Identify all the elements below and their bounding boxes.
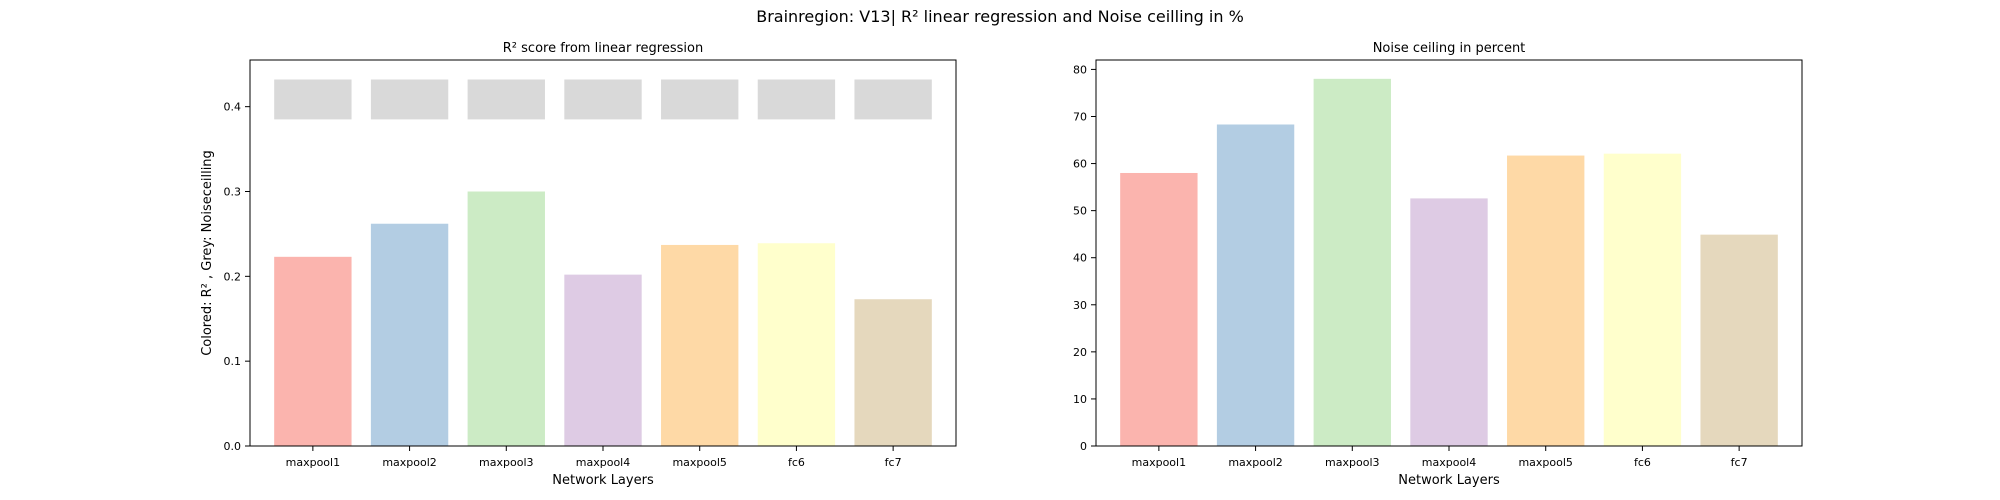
chart-right-xtick-label: maxpool4 bbox=[1422, 456, 1476, 469]
chart-right-xtick-label: fc6 bbox=[1634, 456, 1651, 469]
chart-right-title: Noise ceiling in percent bbox=[1373, 41, 1526, 56]
chart-left-ytick-label: 0.4 bbox=[224, 101, 242, 114]
chart-left-bar-fc6 bbox=[757, 243, 836, 446]
chart-left-xtick-label: maxpool1 bbox=[286, 456, 340, 469]
chart-right-xtick-label: maxpool3 bbox=[1325, 456, 1379, 469]
chart-right-ytick-label: 30 bbox=[1073, 299, 1087, 312]
chart-left-ytick-label: 0.0 bbox=[224, 440, 242, 453]
chart-left-y-axis: 0.0 0.1 0.2 0.3 0.4 bbox=[224, 101, 250, 453]
chart-right-y-axis: 0 10 20 30 40 50 60 70 80 bbox=[1073, 63, 1096, 453]
figure-title: Brainregion: V13| R² linear regression a… bbox=[756, 7, 1244, 26]
chart-right-xlabel: Network Layers bbox=[1398, 473, 1500, 488]
chart-left-noiseceiling-bar-maxpool2 bbox=[370, 79, 449, 120]
chart-left-xtick-label: maxpool3 bbox=[479, 456, 533, 469]
chart-left-bar-maxpool5 bbox=[661, 244, 739, 446]
chart-left-noiseceiling-bar-maxpool3 bbox=[467, 79, 545, 120]
chart-right-bar-fc7 bbox=[1700, 234, 1778, 446]
chart-left-bar-maxpool4 bbox=[564, 274, 642, 446]
chart-left-xtick-label: maxpool2 bbox=[382, 456, 436, 469]
chart-left-xtick-label: maxpool5 bbox=[672, 456, 726, 469]
chart-right: Noise ceiling in percent 0 10 20 30 40 50 60 70… bbox=[1073, 41, 1803, 488]
chart-left-bar-maxpool1 bbox=[274, 256, 352, 446]
chart-right-ytick-label: 0 bbox=[1080, 440, 1087, 453]
chart-left-ytick-label: 0.3 bbox=[224, 185, 242, 198]
chart-left: R² score from linear regression 0.00.10.… bbox=[200, 41, 957, 488]
chart-left-xlabel: Network Layers bbox=[552, 473, 654, 488]
chart-right-xtick-label: maxpool1 bbox=[1132, 456, 1186, 469]
chart-left-xtick-label: fc6 bbox=[788, 456, 805, 469]
chart-right-ytick-label: 20 bbox=[1073, 346, 1087, 359]
chart-right-ytick-label: 40 bbox=[1073, 252, 1087, 265]
chart-left-title: R² score from linear regression bbox=[503, 41, 703, 56]
chart-right-bar-maxpool5 bbox=[1507, 155, 1585, 446]
chart-right-ytick-label: 10 bbox=[1073, 393, 1087, 406]
chart-right-bar-maxpool2 bbox=[1216, 124, 1295, 447]
chart-left-noiseceiling-bar-maxpool1 bbox=[274, 79, 352, 120]
chart-right-frame bbox=[1095, 59, 1803, 447]
chart-left-x-axis: maxpool1 maxpool2 maxpool3 maxpool4 maxpool5… bbox=[286, 446, 902, 469]
chart-right-bars bbox=[1120, 78, 1778, 447]
chart-left-ytick-label: 0.1 bbox=[224, 355, 242, 368]
chart-right-bar-fc6 bbox=[1603, 153, 1682, 447]
chart-right-bar-maxpool3 bbox=[1313, 78, 1391, 446]
chart-left-noiseceiling-bar-fc6 bbox=[757, 79, 836, 120]
chart-left-noiseceiling-bar-maxpool5 bbox=[661, 79, 739, 120]
chart-right-xtick-label: fc7 bbox=[1731, 456, 1748, 469]
chart-left-frame bbox=[249, 59, 957, 447]
chart-left-ytick-label: 0.2 bbox=[224, 270, 242, 283]
chart-left-bar-maxpool2 bbox=[370, 223, 449, 446]
chart-right-ytick-label: 50 bbox=[1073, 205, 1087, 218]
chart-right-ytick-label: 80 bbox=[1073, 63, 1087, 76]
chart-right-bar-maxpool1 bbox=[1120, 172, 1198, 446]
chart-left-ylabel: Colored: R² , Grey: Noiseceilling bbox=[200, 150, 215, 356]
chart-left-noiseceiling-bar-fc7 bbox=[854, 79, 932, 120]
chart-right-ytick-label: 70 bbox=[1073, 110, 1087, 123]
chart-left-noiseceiling-bar-maxpool4 bbox=[564, 79, 642, 120]
chart-right-ytick-label: 60 bbox=[1073, 158, 1087, 171]
chart-right-xtick-label: maxpool2 bbox=[1228, 456, 1282, 469]
chart-right-xtick-label: maxpool5 bbox=[1518, 456, 1572, 469]
chart-left-bar-maxpool3 bbox=[467, 191, 545, 446]
chart-left-bars bbox=[274, 79, 932, 446]
chart-left-bar-fc7 bbox=[854, 299, 932, 446]
chart-left-xtick-label: maxpool4 bbox=[576, 456, 630, 469]
chart-left-xtick-label: fc7 bbox=[885, 456, 902, 469]
chart-right-bar-maxpool4 bbox=[1410, 198, 1488, 446]
chart-right-x-axis: maxpool1 maxpool2 maxpool3 maxpool4 maxpool5… bbox=[1132, 446, 1748, 469]
